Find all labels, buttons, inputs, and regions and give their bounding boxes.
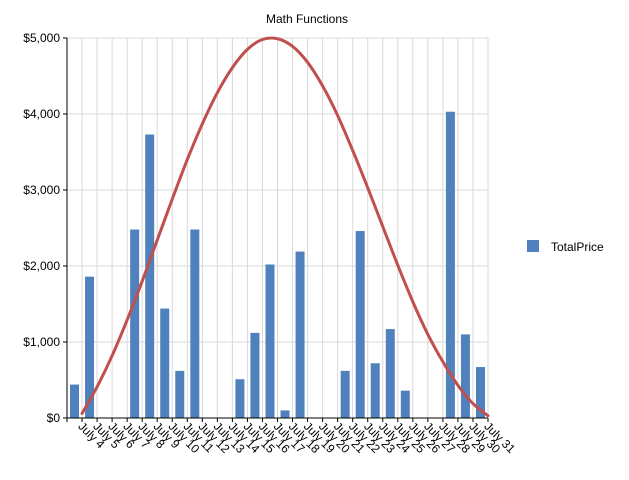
bar[interactable] [355, 231, 365, 418]
bars [70, 111, 485, 418]
bar[interactable] [295, 251, 305, 418]
axes [63, 37, 489, 422]
bar[interactable] [130, 229, 140, 418]
y-tick-label: $0 [47, 411, 61, 425]
bar[interactable] [250, 332, 260, 418]
bar[interactable] [475, 367, 485, 418]
bar[interactable] [445, 111, 455, 418]
grid [66, 37, 489, 419]
bar[interactable] [460, 334, 470, 418]
y-tick-label: $4,000 [23, 107, 60, 121]
bar[interactable] [280, 410, 290, 418]
legend-swatch [527, 240, 539, 252]
bar[interactable] [145, 134, 155, 418]
legend-label: TotalPrice [551, 240, 604, 254]
y-tick-label: $5,000 [23, 31, 60, 45]
bar[interactable] [160, 308, 170, 418]
bar[interactable] [235, 379, 245, 418]
bar[interactable] [400, 390, 410, 418]
bar[interactable] [385, 329, 395, 418]
series-line [80, 36, 490, 418]
bar[interactable] [370, 363, 380, 418]
bar[interactable] [175, 370, 185, 418]
y-axis-ticks: $0 $1,000 $2,000 $3,000 $4,000 $5,000 [23, 31, 60, 425]
y-tick-label: $2,000 [23, 259, 60, 273]
y-tick-label: $3,000 [23, 183, 60, 197]
legend[interactable]: TotalPrice [527, 240, 604, 254]
chart-title: Math Functions [266, 12, 348, 26]
bar[interactable] [85, 276, 95, 418]
bar[interactable] [190, 229, 200, 418]
bar[interactable] [340, 370, 350, 418]
bar[interactable] [70, 384, 80, 418]
bar[interactable] [265, 264, 275, 418]
y-tick-label: $1,000 [23, 335, 60, 349]
